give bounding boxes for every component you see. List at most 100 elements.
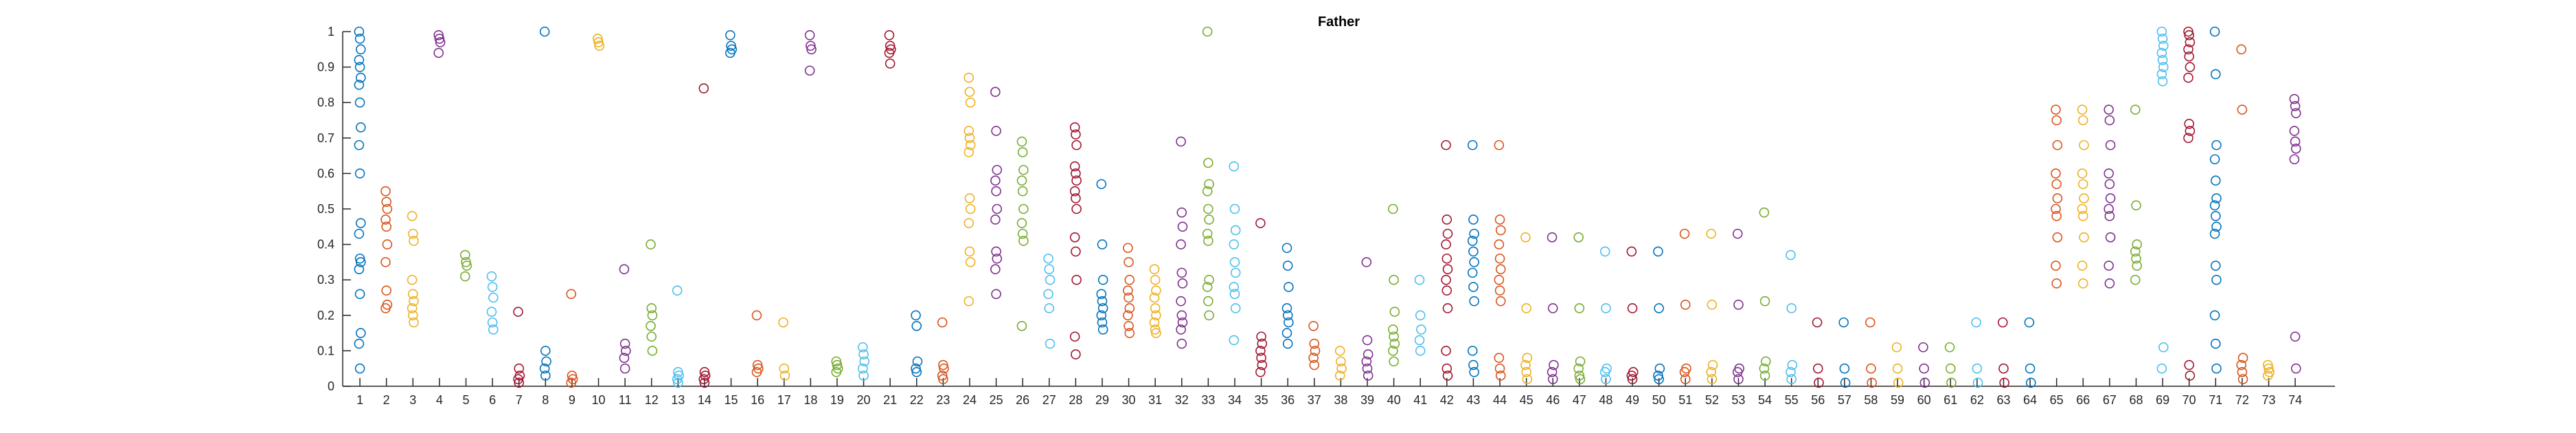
data-point xyxy=(355,328,366,338)
data-point xyxy=(1468,246,1479,257)
data-point xyxy=(1442,228,1453,239)
data-point xyxy=(2079,232,2089,243)
data-point xyxy=(937,370,948,381)
x-tick-label: 25 xyxy=(990,393,1003,407)
data-point xyxy=(1415,346,1426,356)
data-point xyxy=(355,257,366,267)
data-point xyxy=(2105,140,2116,151)
x-tick-label: 16 xyxy=(751,393,764,407)
data-point xyxy=(965,203,976,214)
data-point xyxy=(2077,260,2088,271)
data-point xyxy=(1362,363,1373,374)
data-point xyxy=(2077,278,2088,289)
data-point xyxy=(2236,44,2246,55)
x-tick-label: 40 xyxy=(1387,393,1401,407)
data-point xyxy=(540,346,551,356)
data-point xyxy=(1494,239,1505,249)
data-point xyxy=(1071,203,1082,214)
data-point xyxy=(2290,136,2301,147)
data-point xyxy=(594,41,605,51)
x-tick-label: 13 xyxy=(671,393,685,407)
data-point xyxy=(487,317,498,328)
data-point xyxy=(2104,168,2114,179)
data-point xyxy=(1071,175,1082,186)
data-point xyxy=(354,80,365,90)
data-point xyxy=(1096,289,1107,300)
data-point xyxy=(2156,47,2167,58)
y-tick-label: 0.7 xyxy=(317,131,334,145)
x-tick-label: 69 xyxy=(2156,393,2169,407)
data-point xyxy=(2157,34,2168,44)
data-point xyxy=(1840,377,1851,388)
data-point xyxy=(1786,303,1797,313)
x-tick-label: 29 xyxy=(1095,393,1109,407)
data-point xyxy=(513,307,523,317)
data-point xyxy=(1124,328,1135,338)
data-point xyxy=(1547,303,1558,313)
data-point xyxy=(1441,214,1452,225)
data-point xyxy=(991,126,1001,136)
data-point xyxy=(2289,93,2300,104)
data-point xyxy=(1177,317,1188,328)
data-point xyxy=(1520,359,1531,370)
data-point xyxy=(990,87,1001,98)
data-point xyxy=(1282,310,1293,321)
data-point xyxy=(1389,356,1399,367)
data-point xyxy=(354,338,365,349)
data-point xyxy=(2185,37,2196,47)
x-tick-label: 65 xyxy=(2050,393,2064,407)
data-point xyxy=(1997,317,2008,328)
data-point xyxy=(619,264,630,275)
data-point xyxy=(1972,363,1983,374)
data-point xyxy=(964,72,974,83)
data-point xyxy=(2077,211,2088,221)
x-tick-label: 22 xyxy=(910,393,924,407)
x-tick-label: 50 xyxy=(1652,393,1666,407)
data-point xyxy=(804,30,815,41)
data-point xyxy=(354,228,365,239)
data-point xyxy=(1919,363,1929,374)
data-point xyxy=(1945,363,1956,374)
data-point xyxy=(1654,374,1664,384)
data-point xyxy=(1123,285,1133,296)
data-point xyxy=(1573,232,1584,243)
data-point xyxy=(2158,62,2169,72)
data-point xyxy=(2158,342,2169,353)
data-point xyxy=(1759,370,1770,381)
data-point xyxy=(1229,289,1240,300)
data-point xyxy=(1097,317,1108,328)
data-point xyxy=(1123,243,1133,254)
data-point xyxy=(1309,338,1320,349)
data-point xyxy=(858,370,869,381)
x-tick-label: 53 xyxy=(1731,393,1745,407)
data-point xyxy=(991,246,1001,257)
data-point xyxy=(1627,374,1638,384)
data-point xyxy=(964,193,975,203)
data-point xyxy=(1176,310,1187,321)
data-point xyxy=(382,203,393,214)
data-point xyxy=(1071,246,1081,257)
data-point xyxy=(1441,285,1452,296)
data-point xyxy=(885,58,896,69)
data-point xyxy=(1017,147,1028,157)
x-tick-label: 56 xyxy=(1811,393,1825,407)
data-point xyxy=(2156,363,2167,374)
x-tick-label: 14 xyxy=(698,393,711,407)
x-tick-label: 24 xyxy=(963,393,977,407)
data-point xyxy=(2052,193,2063,203)
x-tick-label: 1 xyxy=(356,393,363,407)
data-point xyxy=(1653,370,1663,381)
data-point xyxy=(1469,257,1479,267)
data-point xyxy=(1388,203,1398,214)
data-point xyxy=(1786,374,1797,384)
data-point xyxy=(1229,161,1240,172)
data-point xyxy=(2158,41,2169,51)
data-point xyxy=(1415,310,1426,321)
data-point xyxy=(2183,26,2193,37)
x-tick-label: 49 xyxy=(1626,393,1639,407)
data-point xyxy=(1230,303,1241,313)
data-point xyxy=(2289,126,2300,136)
data-point xyxy=(354,168,365,179)
data-point xyxy=(619,363,630,374)
data-point xyxy=(1786,367,1796,377)
